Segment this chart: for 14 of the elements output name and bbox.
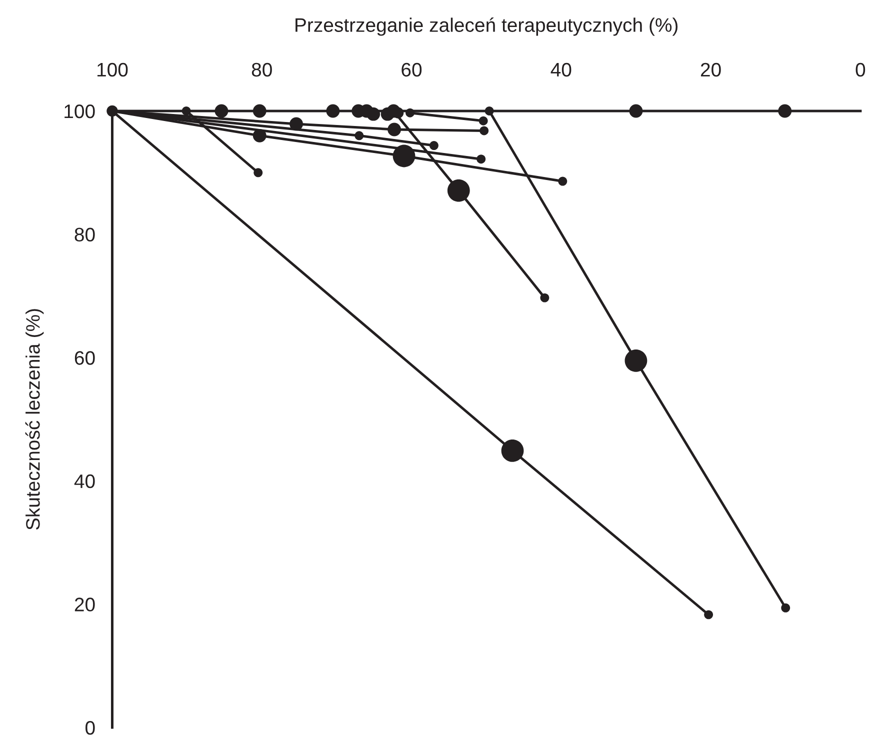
x-axis-title: Przestrzeganie zaleceń terapeutycznych (%) bbox=[296, 17, 678, 36]
y-tick-label: 0 bbox=[86, 720, 95, 735]
x-tick-label: 100 bbox=[97, 62, 128, 77]
y-tick-label: 20 bbox=[74, 598, 95, 612]
x-tick-label: 40 bbox=[550, 62, 572, 77]
x-tick-label: 20 bbox=[700, 62, 721, 77]
y-axis-title: Skuteczność leczenia (%) bbox=[25, 309, 44, 530]
x-tick-label: 80 bbox=[252, 62, 272, 77]
y-tick-label: 100 bbox=[64, 104, 95, 118]
y-tick-label: 60 bbox=[74, 351, 95, 365]
x-tick-label: 0 bbox=[856, 62, 866, 77]
y-tick-label: 40 bbox=[74, 474, 95, 488]
x-tick-label: 60 bbox=[402, 62, 422, 77]
y-tick-label: 80 bbox=[74, 228, 95, 242]
